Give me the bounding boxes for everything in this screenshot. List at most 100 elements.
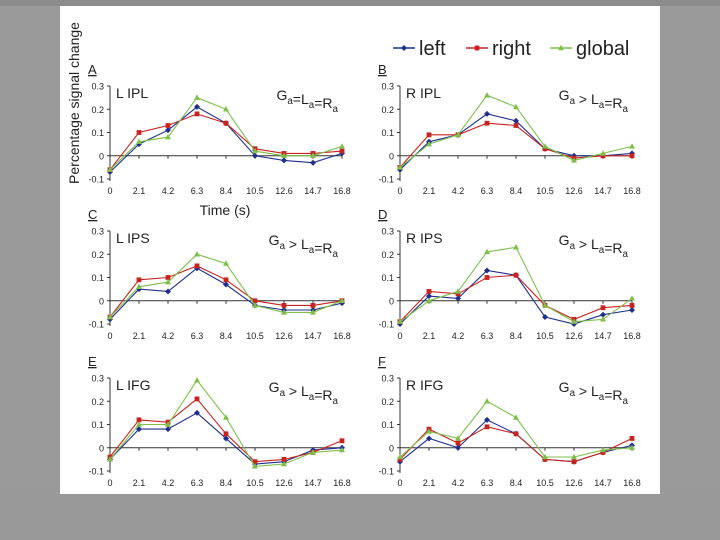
data-point-left: [165, 127, 171, 134]
x-tick-label: 2.1: [133, 478, 146, 488]
data-point-left: [136, 426, 142, 433]
panel-letter: F: [378, 354, 386, 369]
data-point-global: [629, 295, 635, 301]
data-point-right: [513, 431, 519, 437]
legend-item-right: right: [466, 38, 531, 60]
x-tick-label: 2.1: [423, 186, 436, 196]
x-tick-label: 8.4: [220, 331, 233, 341]
x-tick-label: 14.7: [594, 331, 612, 341]
data-point-right: [513, 123, 519, 128]
panel-title: L IPS: [116, 230, 150, 246]
panel-letter: B: [378, 62, 387, 77]
data-point-global: [310, 152, 316, 158]
data-point-global: [252, 463, 258, 469]
data-point-global: [397, 453, 403, 460]
y-tick-label: 0.1: [91, 273, 104, 283]
y-tick-label: 0.1: [381, 420, 394, 430]
data-point-global: [513, 103, 519, 110]
data-point-global: [629, 143, 635, 149]
x-tick-label: 12.6: [275, 478, 293, 488]
x-tick-label: 8.4: [220, 478, 233, 488]
data-point-right: [513, 272, 519, 278]
series-global: [107, 377, 345, 469]
x-tick-label: 16.8: [333, 331, 351, 341]
data-point-global: [107, 456, 113, 462]
data-point-right: [136, 277, 142, 283]
x-tick-label: 0: [397, 186, 402, 196]
y-tick-label: -0.1: [88, 467, 104, 477]
y-tick-label: 0: [99, 296, 104, 306]
x-tick-label: 4.2: [162, 186, 175, 196]
x-tick-label: 0: [397, 331, 402, 341]
x-tick-label: 10.5: [536, 331, 554, 341]
y-tick-label: 0.2: [91, 397, 104, 407]
x-tick-label: 6.3: [191, 186, 204, 196]
data-point-global: [194, 377, 200, 383]
y-tick-label: 0.3: [381, 374, 394, 384]
data-point-right: [542, 456, 548, 462]
y-tick-label: -0.1: [378, 320, 394, 330]
data-point-left: [542, 314, 548, 321]
data-point-global: [455, 435, 461, 441]
data-point-global: [310, 449, 316, 455]
data-point-right: [252, 298, 258, 304]
data-point-global: [136, 421, 142, 427]
data-point-right: [165, 123, 171, 128]
data-point-left: [455, 444, 461, 451]
data-point-right: [629, 153, 635, 159]
data-point-left: [426, 293, 432, 300]
x-tick-label: 14.7: [304, 478, 322, 488]
data-point-global: [484, 92, 490, 98]
data-point-left: [484, 267, 490, 274]
panel-title: L IFG: [116, 377, 151, 393]
data-point-global: [194, 94, 200, 100]
panel-annotation: Ga > La=Ra: [269, 379, 339, 407]
panel-title: R IPS: [406, 230, 443, 246]
panel-b: B0.30.20.10-0.10 2.1 4.2 6.3 8.4 10.5 12.6 14.7…: [378, 62, 641, 196]
x-tick-label: 4.2: [162, 478, 175, 488]
data-point-right: [339, 438, 345, 444]
data-point-global: [397, 164, 403, 170]
data-point-right: [165, 275, 171, 280]
data-point-global: [339, 143, 345, 149]
data-point-right: [426, 289, 432, 294]
panel-letter: E: [88, 354, 97, 369]
data-point-left: [281, 157, 287, 164]
panel-annotation: Ga > La=Ra: [559, 87, 629, 115]
data-point-left: [165, 288, 171, 295]
panel-letter: D: [378, 207, 387, 222]
data-point-global: [107, 313, 113, 320]
legend-label-left: left: [419, 38, 446, 60]
panel-annotation: Ga > La=Ra: [269, 232, 339, 260]
data-point-right: [397, 456, 403, 462]
series-global: [107, 94, 345, 172]
x-tick-label: 10.5: [246, 186, 264, 196]
y-tick-label: 0.2: [381, 105, 394, 115]
data-point-global: [165, 421, 171, 427]
x-tick-label: 8.4: [510, 331, 523, 341]
panel-title: R IFG: [406, 377, 443, 393]
data-point-global: [339, 297, 345, 303]
y-tick-label: -0.1: [88, 320, 104, 330]
panel-letter: C: [88, 207, 97, 222]
data-point-global: [223, 106, 229, 112]
data-point-global: [513, 414, 519, 420]
series-global: [397, 398, 635, 460]
panel-title: L IPL: [116, 85, 148, 101]
y-tick-label: 0.2: [91, 250, 104, 260]
x-tick-label: 8.4: [220, 186, 233, 196]
x-tick-label: 12.6: [565, 331, 583, 341]
legend-label-right: right: [492, 38, 531, 60]
x-tick-label: 6.3: [481, 331, 494, 341]
y-tick-label: 0.2: [381, 250, 394, 260]
series-left: [397, 110, 635, 173]
data-point-global: [513, 244, 519, 250]
data-point-left: [455, 295, 461, 302]
y-tick-label: 0.3: [91, 227, 104, 237]
series-right: [397, 424, 635, 465]
panel-annotation: Ga > La=Ra: [559, 379, 629, 407]
data-point-left: [165, 426, 171, 433]
y-tick-label: 0.3: [91, 374, 104, 384]
bottom-bar: [0, 494, 720, 540]
